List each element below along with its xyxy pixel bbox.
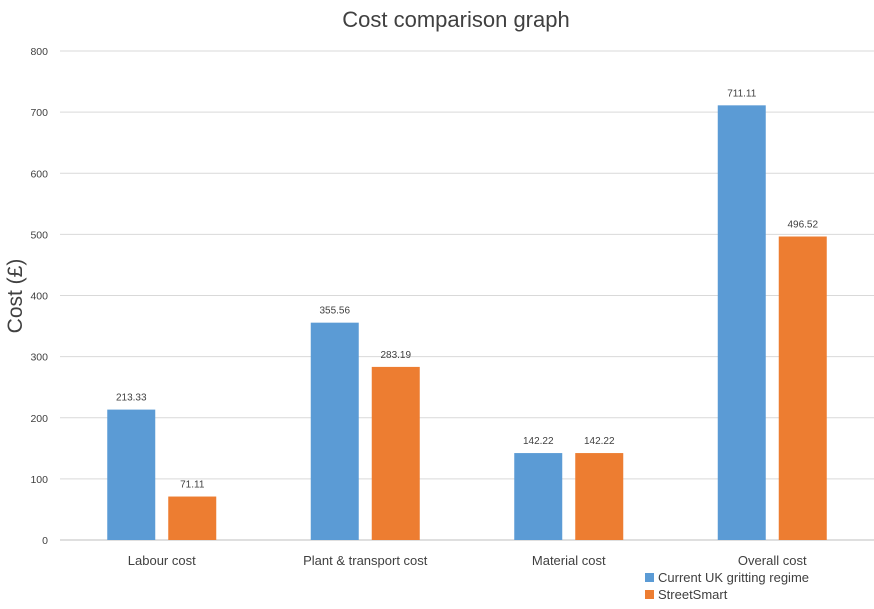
data-label: 283.19 (380, 350, 411, 361)
data-label: 213.33 (116, 393, 147, 404)
legend-swatch (645, 590, 654, 599)
y-tick-label: 100 (30, 474, 48, 486)
data-labels: 213.33 71.11 355.56 283.19 142.22 142.22 711.1… (116, 88, 819, 490)
bar (310, 322, 359, 540)
bar (514, 453, 563, 540)
category-label: Labour cost (128, 553, 196, 568)
legend-swatch (645, 573, 654, 582)
bar (778, 236, 827, 541)
data-label: 142.22 (584, 436, 615, 447)
category-labels: Labour cost Plant & transport cost Materia… (128, 553, 807, 568)
y-tick-label: 0 (42, 535, 48, 547)
bar (575, 453, 624, 540)
category-label: Plant & transport cost (303, 553, 428, 568)
y-tick-label: 500 (30, 229, 48, 241)
category-label: Material cost (532, 553, 606, 568)
legend-label: StreetSmart (658, 587, 728, 602)
gridlines (60, 50, 874, 541)
category-label: Overall cost (738, 553, 807, 568)
data-label: 71.11 (180, 480, 205, 491)
data-label: 142.22 (523, 436, 554, 447)
y-tick-label: 700 (30, 107, 48, 119)
y-axis-ticks: 0 100 200 300 400 500 600 700 800 (30, 46, 48, 547)
y-tick-label: 600 (30, 168, 48, 180)
bar (371, 366, 420, 540)
y-tick-label: 800 (30, 46, 48, 58)
bar (107, 409, 156, 540)
y-axis-label: Cost (£) (4, 259, 27, 334)
y-tick-label: 300 (30, 352, 48, 364)
legend-label: Current UK gritting regime (658, 570, 809, 585)
data-label: 355.56 (319, 306, 350, 317)
data-label: 496.52 (787, 220, 818, 231)
bar (168, 496, 217, 540)
bars (107, 105, 827, 541)
bar (717, 105, 766, 540)
data-label: 711.11 (727, 88, 757, 99)
y-tick-label: 400 (30, 291, 48, 303)
legend: Current UK gritting regime StreetSmart (645, 570, 809, 602)
chart-title: Cost comparison graph (342, 7, 569, 32)
y-tick-label: 200 (30, 413, 48, 425)
